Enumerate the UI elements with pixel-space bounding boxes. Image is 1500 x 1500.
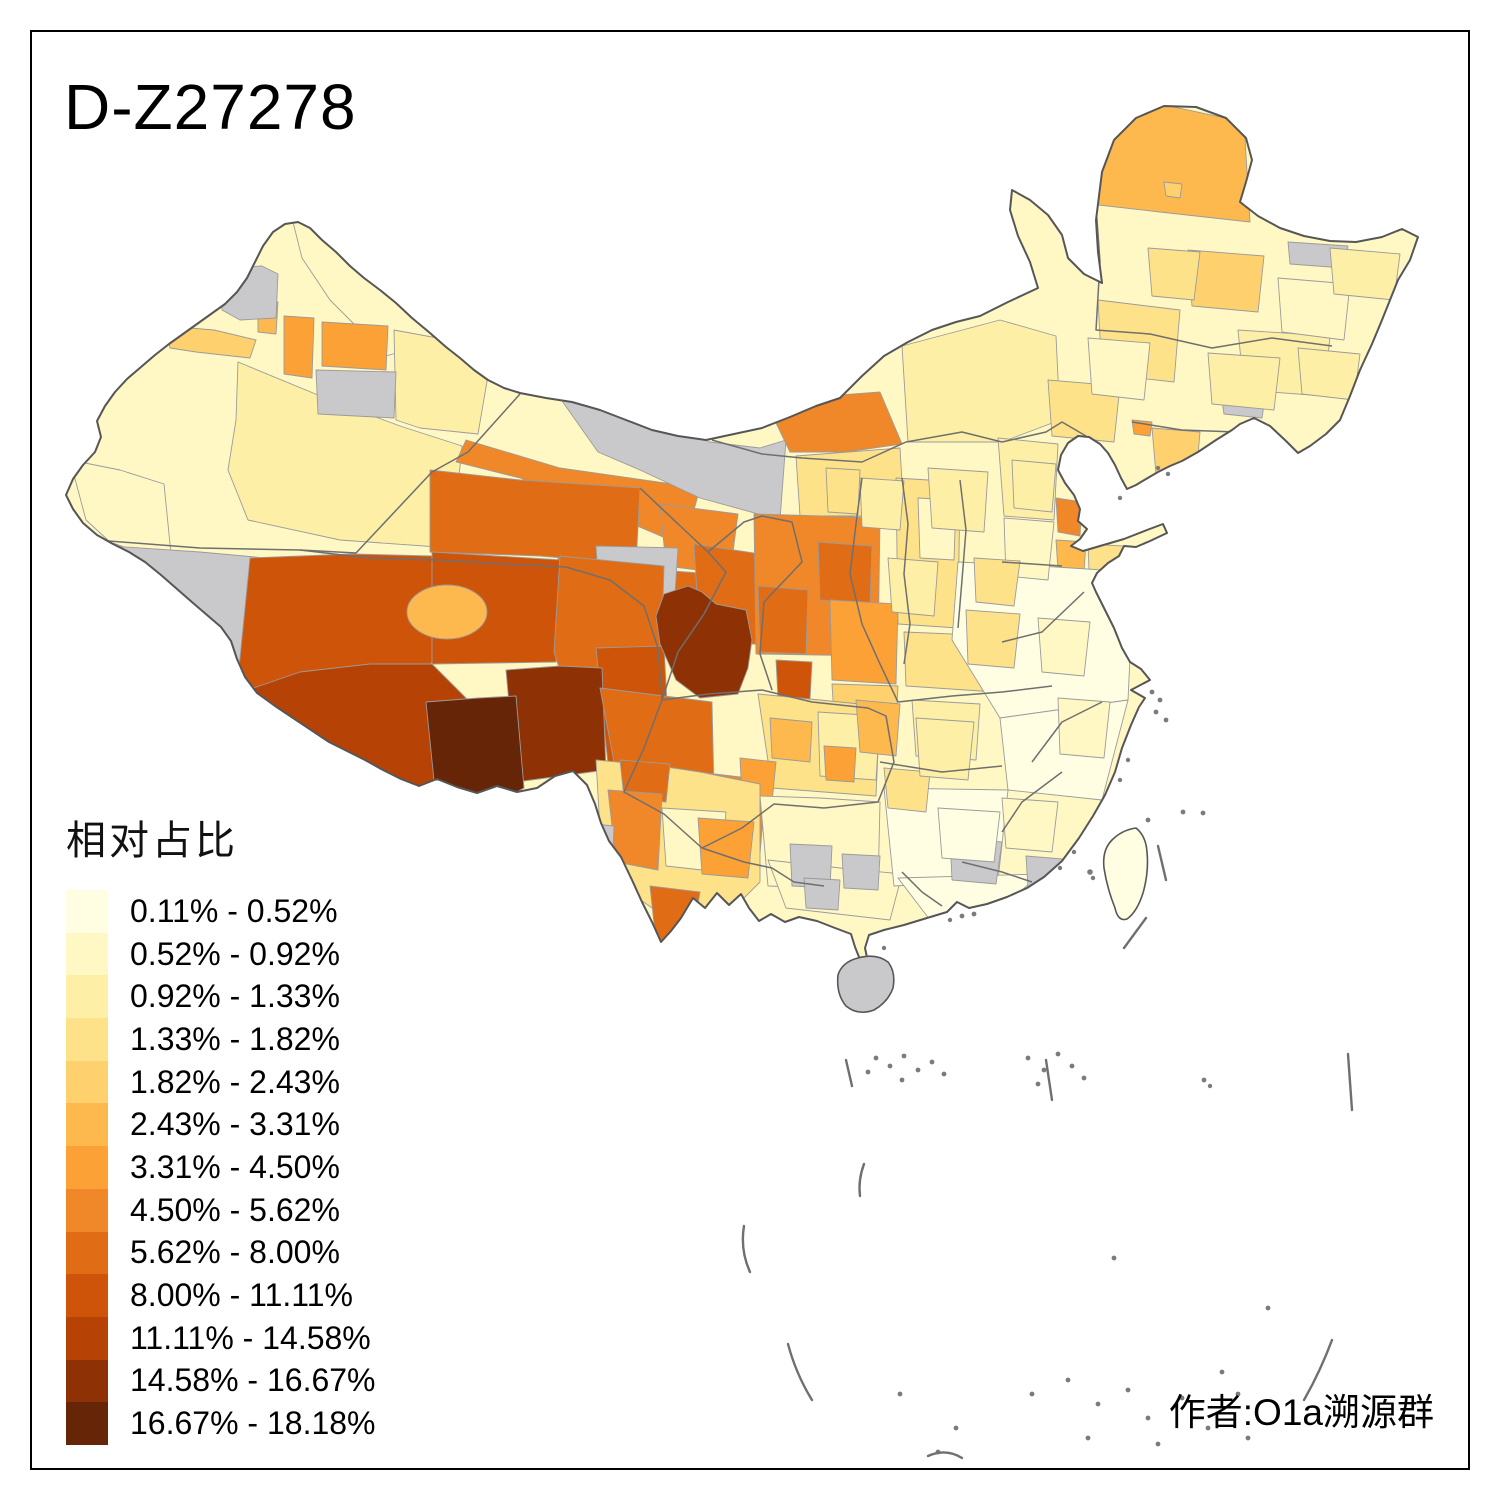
legend-item: 0.92% - 1.33%: [66, 975, 376, 1019]
legend: 相对占比 0.11% - 0.52% 0.52% - 0.92% 0.92% - 1…: [66, 808, 376, 1445]
legend-label: 0.52% - 0.92%: [130, 935, 340, 972]
legend-item: 16.67% - 18.18%: [66, 1402, 376, 1445]
legend-label: 5.62% - 8.00%: [130, 1234, 340, 1271]
region-sichuan-chongqing: [599, 585, 901, 855]
legend-item: 1.33% - 1.82%: [66, 1018, 376, 1061]
legend-item: 3.31% - 4.50%: [66, 1146, 376, 1189]
legend-swatch: [66, 1359, 108, 1403]
legend-label: 1.82% - 2.43%: [130, 1063, 340, 1100]
legend-swatch: [66, 932, 108, 976]
attribution-text: 作者:O1a溯源群: [1168, 1392, 1434, 1433]
legend-label: 3.31% - 4.50%: [130, 1148, 340, 1185]
prefecture-texture-cells: [825, 247, 1401, 863]
legend-item: 4.50% - 5.62%: [66, 1188, 376, 1232]
legend-item: 14.58% - 16.67%: [66, 1359, 376, 1403]
legend-swatch: [66, 1146, 108, 1189]
legend-swatch: [66, 1018, 108, 1061]
legend-swatch: [66, 975, 108, 1019]
legend-label: 0.92% - 1.33%: [130, 978, 340, 1015]
sea-island-dots: [865, 465, 1271, 1455]
legend-item: 8.00% - 11.11%: [66, 1274, 376, 1317]
legend-swatch: [66, 1316, 108, 1360]
legend-swatch: [66, 1402, 108, 1445]
hainan-island: [836, 955, 895, 1014]
legend-label: 4.50% - 5.62%: [130, 1191, 340, 1228]
legend-item: 2.43% - 3.31%: [66, 1103, 376, 1147]
legend-label: 0.11% - 0.52%: [130, 892, 338, 929]
legend-label: 8.00% - 11.11%: [130, 1277, 353, 1314]
map-title: D-Z27278: [64, 71, 357, 143]
legend-swatch: [66, 1274, 108, 1317]
legend-label: 16.67% - 18.18%: [130, 1405, 376, 1442]
legend-item: 0.11% - 0.52%: [66, 890, 376, 933]
legend-item: 1.82% - 2.43%: [66, 1060, 376, 1104]
plot-border: [30, 30, 1470, 1470]
legend-items: 0.11% - 0.52% 0.52% - 0.92% 0.92% - 1.33% 1…: [66, 890, 376, 1445]
legend-label: 2.43% - 3.31%: [130, 1106, 340, 1143]
legend-swatch: [66, 1231, 108, 1275]
legend-label: 1.33% - 1.82%: [130, 1020, 340, 1057]
mainland-coastline: [65, 105, 1419, 963]
region-tibet: [235, 551, 671, 813]
legend-item: 5.62% - 8.00%: [66, 1231, 376, 1275]
legend-label: 14.58% - 16.67%: [130, 1362, 376, 1399]
legend-swatch: [66, 1188, 108, 1232]
nine-dash-line-segments: [741, 844, 1354, 1460]
legend-item: 0.52% - 0.92%: [66, 932, 376, 976]
legend-item: 11.11% - 14.58%: [66, 1316, 376, 1360]
legend-swatch: [66, 1103, 108, 1147]
taiwan-island: [1102, 827, 1149, 921]
legend-title: 相对占比: [66, 819, 238, 863]
legend-swatch: [66, 890, 108, 933]
legend-swatch: [66, 1060, 108, 1104]
legend-label: 11.11% - 14.58%: [130, 1319, 371, 1356]
